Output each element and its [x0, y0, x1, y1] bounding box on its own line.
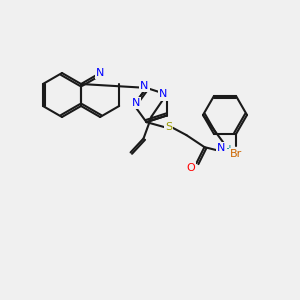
Text: O: O: [186, 163, 195, 173]
Text: N: N: [132, 98, 140, 108]
Text: N: N: [96, 68, 104, 78]
Text: N: N: [159, 89, 168, 99]
Text: N: N: [140, 81, 148, 91]
Text: N: N: [217, 143, 226, 153]
Text: Br: Br: [230, 149, 242, 159]
Text: S: S: [165, 122, 172, 132]
Text: H: H: [224, 145, 231, 155]
